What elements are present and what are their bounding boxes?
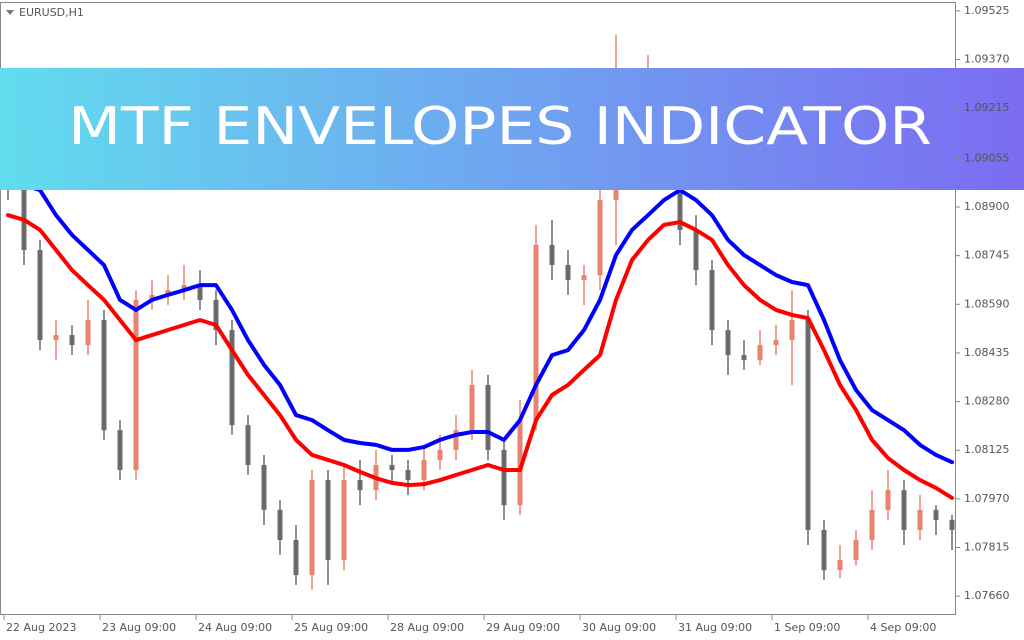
y-tick-label: 1.08280: [964, 395, 1010, 408]
x-tick-label: 23 Aug 09:00: [102, 621, 176, 634]
envelope-line: [6, 213, 954, 500]
candle-body: [21, 149, 27, 250]
y-tick-label: 1.08435: [964, 346, 1010, 359]
candle-body: [469, 384, 475, 431]
candle-body: [805, 319, 811, 530]
candle-body: [85, 319, 91, 346]
candle-body: [277, 509, 283, 540]
candle-body: [885, 490, 891, 510]
candle-body: [741, 355, 747, 361]
candle-body: [293, 539, 299, 576]
y-tick-label: 1.08745: [964, 249, 1010, 262]
x-tick-label: 24 Aug 09:00: [198, 621, 272, 634]
candle-body: [933, 509, 939, 520]
candle-body: [597, 200, 603, 276]
candle-body: [709, 270, 715, 331]
candle-body: [725, 330, 731, 356]
candle-body: [133, 299, 139, 471]
y-tick-label: 1.07815: [964, 541, 1010, 554]
candle-body: [853, 539, 859, 561]
symbol-label: EURUSD,H1: [19, 6, 84, 19]
candle-body: [69, 335, 75, 346]
x-tick-label: 22 Aug 2023: [6, 621, 76, 634]
candle-body: [229, 330, 235, 426]
candle-body: [501, 449, 507, 506]
plot-border: [0, 2, 956, 615]
banner-title: MTF ENVELOPES INDICATOR: [68, 97, 932, 157]
candle-body: [821, 529, 827, 571]
y-tick-label: 1.08125: [964, 443, 1010, 456]
candle-body: [405, 470, 411, 481]
y-tick-label: 1.09215: [964, 101, 1010, 114]
candle-body: [213, 299, 219, 331]
y-tick-label: 1.09055: [964, 151, 1010, 164]
candle-body: [917, 509, 923, 530]
candle-body: [837, 560, 843, 571]
x-tick-label: 30 Aug 09:00: [582, 621, 656, 634]
candle-body: [325, 480, 331, 561]
candle-body: [565, 265, 571, 281]
x-tick-label: 31 Aug 09:00: [678, 621, 752, 634]
y-tick-label: 1.09370: [964, 52, 1010, 65]
candle-body: [533, 244, 539, 421]
candle-body: [341, 480, 347, 561]
candle-body: [869, 509, 875, 540]
candle-body: [437, 449, 443, 460]
candle-body: [901, 490, 907, 530]
candle-body: [165, 290, 171, 295]
x-tick-label: 4 Sep 09:00: [870, 621, 936, 634]
candle-body: [453, 430, 459, 450]
x-tick-label: 28 Aug 09:00: [390, 621, 464, 634]
candle-body: [389, 464, 395, 471]
candle-body: [517, 420, 523, 506]
candle-body: [197, 285, 203, 300]
candle-body: [789, 319, 795, 341]
candle-body: [309, 480, 315, 576]
candle-body: [101, 319, 107, 431]
candle-body: [773, 340, 779, 346]
y-tick-label: 1.07970: [964, 492, 1010, 505]
y-tick-label: 1.08900: [964, 200, 1010, 213]
x-tick-label: 1 Sep 09:00: [774, 621, 840, 634]
candle-body: [485, 384, 491, 450]
candle-body: [245, 425, 251, 465]
candle-body: [261, 464, 267, 510]
envelope-line: [6, 178, 954, 465]
candle-body: [149, 294, 155, 300]
candle-body: [421, 459, 427, 481]
banner: [0, 68, 1024, 190]
candle-body: [581, 275, 587, 281]
x-tick-label: 25 Aug 09:00: [294, 621, 368, 634]
y-tick-label: 1.09525: [964, 4, 1010, 17]
candle-body: [357, 480, 363, 491]
candle-body: [181, 285, 187, 291]
y-tick-label: 1.07660: [964, 589, 1010, 602]
y-tick-label: 1.08590: [964, 297, 1010, 310]
candle-body: [549, 244, 555, 266]
symbol-arrow: [6, 10, 14, 15]
candle-body: [37, 249, 43, 341]
candle-body: [53, 335, 59, 341]
candle-body: [693, 229, 699, 271]
candle-body: [757, 345, 763, 361]
candle-body: [949, 519, 955, 530]
candle-body: [117, 430, 123, 471]
x-tick-label: 29 Aug 09:00: [486, 621, 560, 634]
